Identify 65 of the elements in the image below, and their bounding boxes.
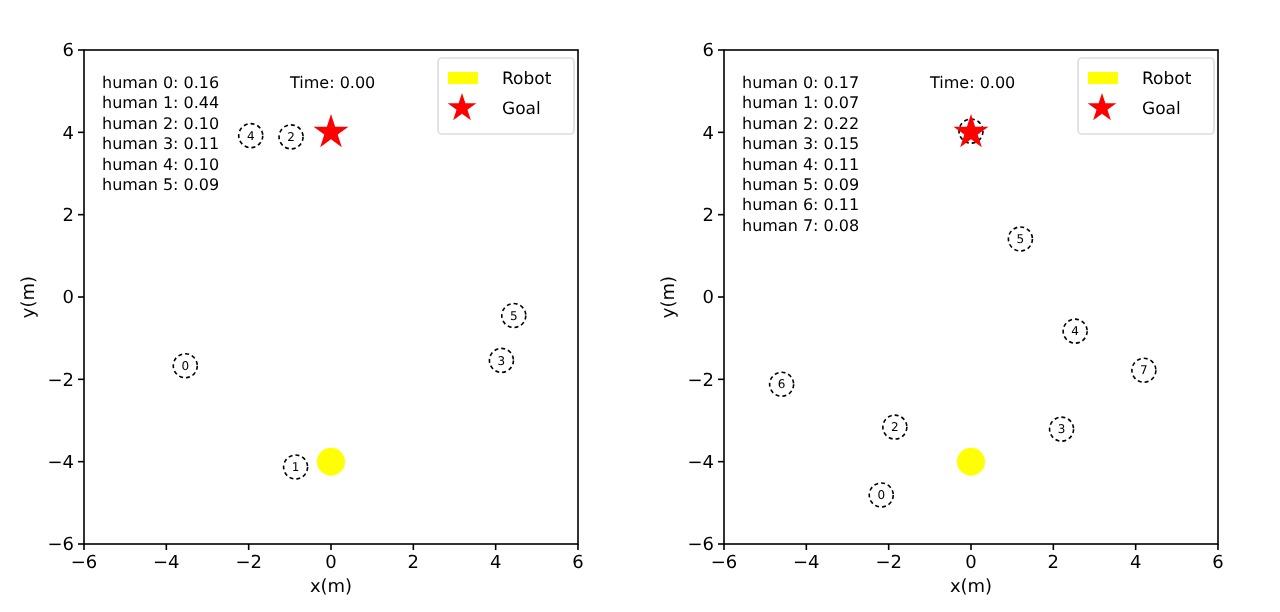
y-tick-label: 0 bbox=[702, 289, 715, 310]
point bbox=[1048, 416, 1075, 442]
y-tick-label: 6 bbox=[62, 42, 75, 63]
annotation: human 0: 0.16 bbox=[102, 74, 220, 92]
y-tick-label: −6 bbox=[47, 536, 75, 557]
y-tick-label: −6 bbox=[687, 536, 715, 557]
y-tick-label: −4 bbox=[687, 453, 715, 474]
x-tick-label: 0 bbox=[325, 554, 338, 574]
x-tick-label: 2 bbox=[1047, 554, 1060, 574]
annotation: human 5: 0.09 bbox=[102, 176, 220, 194]
annotation: human 4: 0.10 bbox=[102, 155, 220, 174]
x-tick-label: 6 bbox=[1212, 554, 1225, 574]
y-tick-label: −4 bbox=[47, 453, 75, 474]
x-tick-label: −2 bbox=[875, 554, 902, 574]
annotation: human 2: 0.22 bbox=[742, 114, 860, 133]
y-tick-label: −2 bbox=[47, 371, 74, 392]
annotation: Time: 0.00 bbox=[288, 74, 376, 92]
annotation: human 5: 0.09 bbox=[742, 176, 860, 194]
annotation: human 3: 0.15 bbox=[742, 135, 860, 154]
x-tick-label: 4 bbox=[489, 554, 502, 574]
point bbox=[1007, 226, 1034, 252]
y-tick-label: 2 bbox=[62, 206, 74, 227]
annotation: human 1: 0.44 bbox=[102, 94, 220, 113]
point bbox=[868, 482, 895, 508]
x-tick-label: −4 bbox=[793, 554, 821, 574]
x-tick-label: −2 bbox=[235, 554, 262, 574]
x-tick-label: 2 bbox=[407, 554, 420, 574]
point bbox=[500, 302, 527, 329]
point bbox=[1131, 357, 1157, 384]
y-tick-label: 4 bbox=[62, 124, 75, 145]
annotation: human 6: 0.11 bbox=[742, 196, 860, 215]
y-axis-title: y(m) bbox=[660, 275, 680, 319]
annotation: human 2: 0.10 bbox=[102, 114, 220, 133]
legend-label: Goal bbox=[1142, 99, 1181, 120]
point bbox=[957, 447, 985, 476]
x-tick-label: 4 bbox=[1129, 554, 1142, 574]
y-tick-label: −2 bbox=[687, 371, 714, 392]
annotation: human 4: 0.11 bbox=[742, 155, 860, 174]
point bbox=[317, 447, 345, 476]
point bbox=[278, 124, 304, 150]
point bbox=[282, 454, 309, 480]
y-tick-label: 2 bbox=[702, 206, 714, 227]
point bbox=[313, 113, 349, 148]
y-axis-title: y(m) bbox=[20, 275, 40, 319]
y-tick-label: 4 bbox=[702, 124, 715, 145]
annotation: human 7: 0.08 bbox=[742, 216, 860, 235]
point bbox=[237, 122, 264, 149]
point bbox=[172, 352, 199, 379]
y-tick-label: 0 bbox=[62, 289, 75, 310]
point bbox=[488, 347, 515, 374]
x-tick-label: 0 bbox=[965, 554, 978, 574]
x-tick-label: 6 bbox=[572, 554, 585, 574]
legend-label: Robot bbox=[502, 69, 553, 90]
legend-label: Robot bbox=[1142, 69, 1193, 90]
legend-label: Goal bbox=[502, 99, 541, 120]
annotation: human 1: 0.07 bbox=[742, 94, 860, 113]
point bbox=[882, 414, 908, 440]
point bbox=[768, 371, 795, 398]
x-tick-label: −4 bbox=[153, 554, 181, 574]
annotation: Time: 0.00 bbox=[928, 74, 1016, 92]
annotation: human 0: 0.17 bbox=[742, 74, 860, 92]
annotation: human 3: 0.11 bbox=[102, 135, 220, 154]
x-axis-title: x(m) bbox=[949, 578, 993, 598]
x-axis-title: x(m) bbox=[309, 578, 353, 598]
y-tick-label: 6 bbox=[702, 42, 715, 63]
